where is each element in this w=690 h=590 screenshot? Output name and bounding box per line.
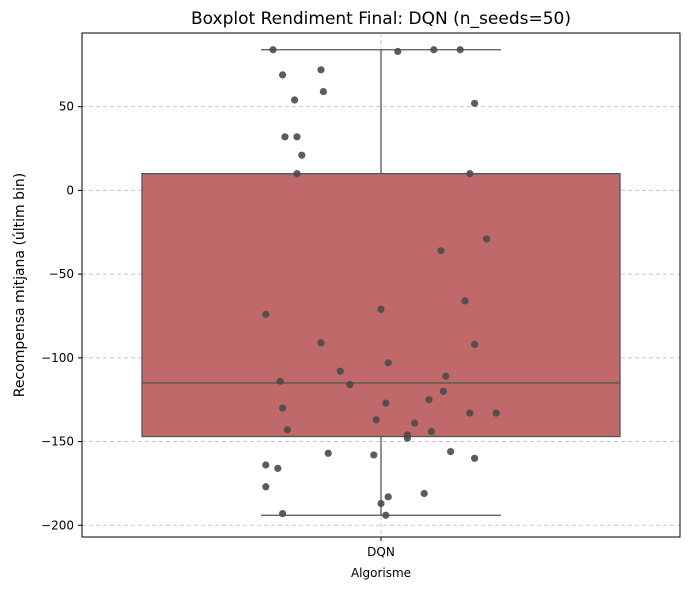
- data-point: [370, 451, 378, 459]
- data-point: [262, 310, 270, 318]
- data-point: [324, 449, 332, 457]
- y-tick-label: −100: [41, 351, 74, 365]
- data-point: [283, 426, 291, 434]
- data-point: [276, 377, 284, 385]
- data-point: [372, 416, 380, 424]
- data-point: [471, 340, 479, 349]
- data-point: [411, 419, 419, 427]
- data-point: [483, 235, 491, 243]
- data-point: [262, 461, 270, 469]
- data-point: [384, 359, 392, 367]
- data-point: [471, 454, 479, 462]
- data-point: [382, 511, 390, 519]
- data-point: [377, 305, 385, 313]
- data-point: [492, 409, 500, 417]
- data-point: [382, 399, 390, 407]
- data-point: [298, 151, 306, 159]
- y-axis: −200 −150 −100 −50 0 50: [41, 100, 82, 532]
- data-point: [447, 448, 455, 456]
- y-tick-label: −150: [41, 435, 74, 449]
- data-point: [317, 339, 325, 347]
- y-tick-label: 50: [59, 100, 74, 114]
- data-point: [471, 99, 479, 107]
- y-tick-label: −200: [41, 518, 74, 532]
- data-point: [293, 133, 301, 141]
- data-point: [281, 133, 289, 141]
- chart-title: Boxplot Rendiment Final: DQN (n_seeds=50…: [191, 9, 571, 29]
- data-point: [430, 46, 438, 54]
- data-point: [279, 404, 287, 412]
- data-point: [293, 170, 301, 178]
- x-tick-label: DQN: [367, 545, 395, 559]
- data-point: [291, 96, 299, 104]
- plot-area: [141, 46, 621, 519]
- data-point: [466, 170, 474, 178]
- data-point: [420, 489, 428, 498]
- data-point: [279, 509, 287, 518]
- iqr-box: [141, 173, 621, 438]
- data-point: [317, 66, 325, 74]
- data-point: [274, 464, 282, 472]
- data-point: [377, 499, 385, 508]
- data-point: [466, 409, 474, 417]
- data-point: [403, 434, 411, 442]
- data-point: [456, 46, 464, 54]
- data-point: [437, 247, 445, 255]
- data-point: [425, 396, 433, 404]
- data-point: [346, 381, 354, 389]
- data-point: [384, 493, 392, 501]
- data-point: [262, 483, 270, 491]
- data-point: [319, 88, 327, 96]
- data-point: [461, 297, 469, 305]
- data-point: [336, 367, 344, 375]
- data-point: [442, 372, 450, 380]
- y-tick-label: 0: [66, 183, 74, 197]
- data-point: [394, 47, 402, 56]
- x-axis-label: Algorisme: [351, 566, 411, 580]
- data-point: [269, 46, 277, 54]
- y-tick-label: −50: [49, 267, 74, 281]
- y-axis-label: Recompensa mitjana (últim bin): [12, 173, 28, 398]
- data-point: [279, 71, 287, 79]
- data-point: [439, 387, 447, 395]
- data-point: [427, 427, 435, 436]
- x-axis: DQN: [367, 537, 395, 559]
